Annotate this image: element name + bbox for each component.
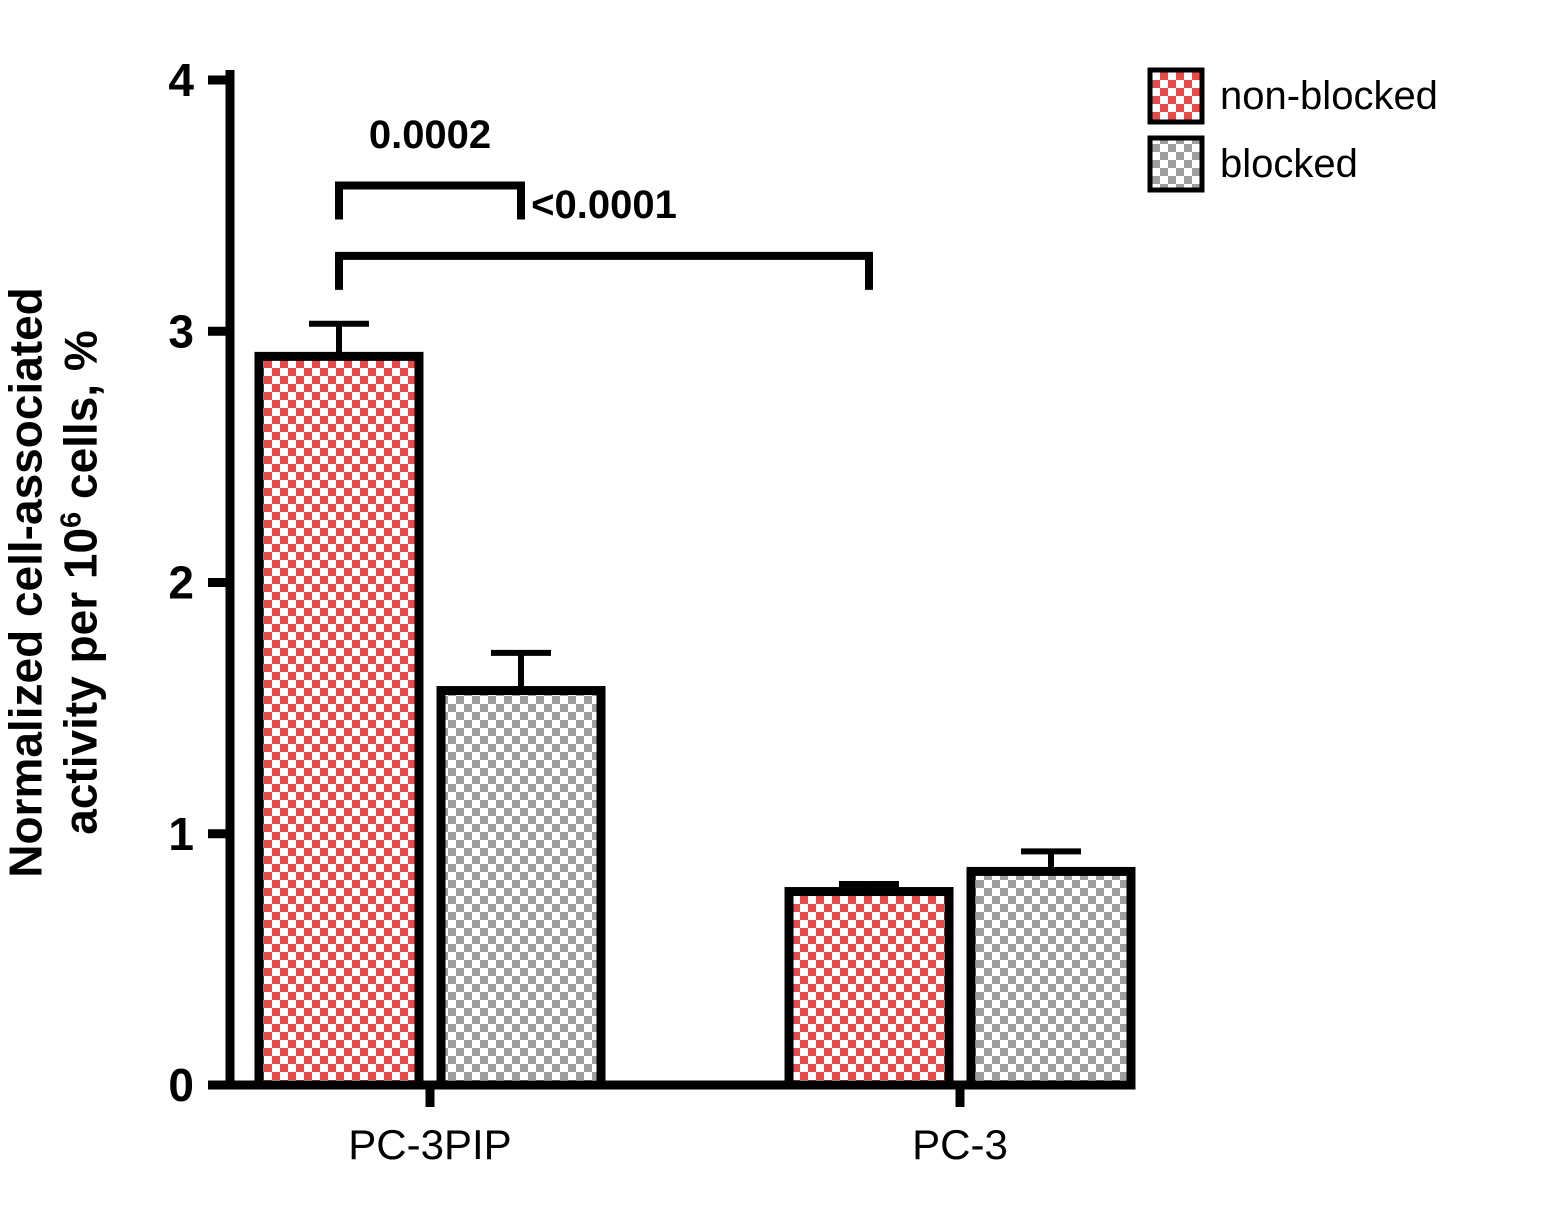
svg-text:activity per 106 cells, %: activity per 106 cells, % bbox=[55, 330, 107, 835]
bar bbox=[441, 691, 601, 1085]
legend-swatch bbox=[1150, 70, 1202, 122]
y-tick-label: 4 bbox=[168, 54, 194, 106]
x-axis-label: PC-3 bbox=[912, 1121, 1008, 1168]
svg-text:Normalized cell-associated: Normalized cell-associated bbox=[0, 287, 51, 878]
y-tick-label: 3 bbox=[168, 305, 194, 357]
bar-chart: 0.0002 <0.0001 0 1 2 3 4 PC-3PIP PC-3 Normalized … bbox=[0, 0, 1567, 1232]
y-tick-label: 0 bbox=[168, 1059, 194, 1111]
significance-label: 0.0002 bbox=[369, 113, 491, 157]
y-tick-label: 1 bbox=[168, 808, 194, 860]
legend-swatch bbox=[1150, 138, 1202, 190]
y-tick-label: 2 bbox=[168, 557, 194, 609]
y-axis-title: Normalized cell-associatedactivity per 1… bbox=[0, 287, 106, 878]
significance-bracket bbox=[339, 186, 521, 220]
bar bbox=[789, 892, 949, 1085]
bar bbox=[259, 356, 419, 1085]
x-axis-label: PC-3PIP bbox=[348, 1121, 511, 1168]
legend-label: non-blocked bbox=[1220, 74, 1438, 118]
bar bbox=[971, 871, 1131, 1085]
significance-label: <0.0001 bbox=[531, 183, 677, 227]
significance-bracket bbox=[339, 256, 869, 290]
legend-label: blocked bbox=[1220, 142, 1358, 186]
